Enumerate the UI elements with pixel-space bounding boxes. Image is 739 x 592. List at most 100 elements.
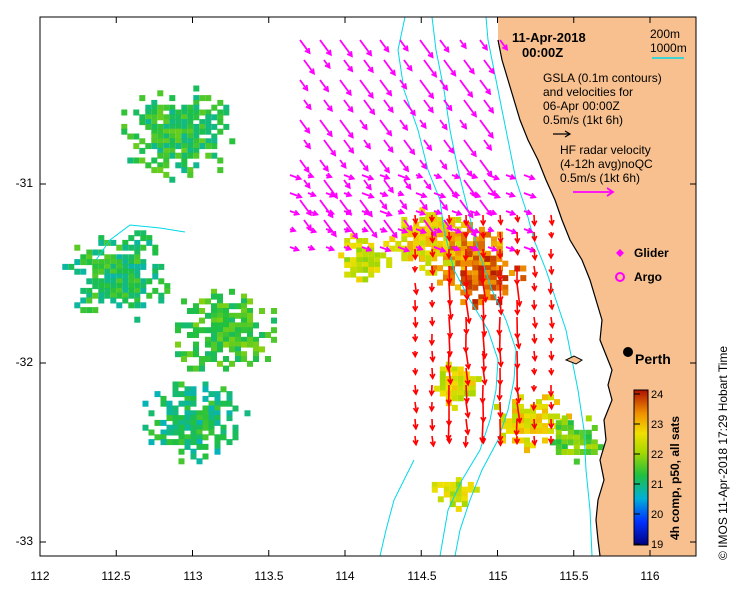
gsla-arrow [463, 384, 470, 405]
gsla-arrow [531, 265, 539, 279]
sst-pixel [217, 128, 224, 135]
sst-pixel [184, 400, 191, 407]
sst-pixel [92, 283, 99, 290]
sst-pixel [413, 236, 420, 243]
sst-pixel [128, 268, 135, 275]
sst-pixel [383, 240, 390, 247]
sst-pixel [466, 284, 473, 291]
sst-pixel [457, 390, 464, 397]
sst-pixel [579, 429, 586, 436]
sst-pixel [110, 292, 117, 299]
sst-pixel [223, 104, 230, 111]
sst-pixel [413, 240, 420, 247]
hf-arrow [299, 159, 310, 174]
gsla-arrow [411, 265, 419, 274]
hf-arrow [307, 227, 318, 234]
sst-pixel [223, 341, 229, 348]
sst-pixel [166, 439, 173, 446]
hf-arrow [397, 190, 405, 197]
sst-pixel [127, 133, 134, 140]
sst-pixel [157, 114, 164, 121]
sst-pixel [220, 400, 227, 407]
sst-pixel [208, 400, 215, 407]
sst-pixel [151, 119, 158, 126]
sst-pixel [485, 265, 491, 272]
sst-pixel [175, 123, 182, 130]
sst-pixel [350, 242, 357, 249]
sst-pixel [134, 297, 141, 304]
sst-pixel [172, 429, 179, 436]
sst-pixel [98, 268, 105, 275]
sst-pixel [512, 418, 518, 425]
sst-pixel [134, 244, 141, 251]
hf-arrow [403, 99, 416, 117]
sst-pixel [247, 336, 253, 343]
sst-pixel [449, 486, 456, 493]
sst-pixel [425, 231, 432, 238]
sst-pixel [229, 336, 235, 343]
sst-pixel [152, 268, 159, 275]
sst-pixel [413, 221, 420, 228]
hf-arrow [325, 172, 333, 179]
sst-pixel [567, 425, 574, 431]
sst-pixel [181, 167, 188, 174]
sst-pixel [567, 420, 574, 427]
sst-pixel [184, 395, 191, 402]
sst-pixel [226, 395, 233, 402]
sst-pixel [158, 292, 165, 299]
sst-pixel [573, 434, 580, 441]
sst-pixel [187, 109, 194, 116]
hf-arrow [433, 173, 443, 180]
sst-pixel [92, 278, 99, 285]
sst-pixel [74, 268, 81, 275]
sst-pixel [211, 308, 217, 314]
sst-pixel [104, 278, 111, 285]
sst-pixel [455, 486, 462, 493]
hf-arrow [433, 192, 447, 199]
sst-pixel [214, 443, 221, 450]
sst-pixel [362, 276, 369, 283]
sst-pixel [455, 255, 461, 262]
x-tick-label: 114.5 [407, 569, 436, 583]
sst-pixel [437, 231, 444, 238]
sst-pixel [555, 429, 562, 436]
sst-pixel [104, 263, 111, 270]
sst-pixel [193, 322, 199, 329]
sst-pixel [235, 351, 241, 358]
colorbar-tick-label: 22 [651, 449, 663, 461]
sst-pixel [184, 439, 191, 446]
sst-pixel [154, 419, 161, 426]
gsla-arrow [429, 350, 436, 363]
hf-arrow [415, 192, 428, 199]
sst-pixel [193, 109, 200, 116]
sst-pixel [407, 231, 414, 238]
sst-pixel [395, 240, 402, 247]
sst-pixel [229, 303, 235, 310]
sst-pixel [579, 434, 586, 441]
sst-pixel [451, 385, 458, 392]
sst-pixel [181, 162, 188, 169]
hf-arrow [439, 119, 448, 131]
sst-pixel [524, 437, 530, 444]
sst-pixel [202, 434, 209, 441]
gsla-arrow [463, 316, 470, 336]
sst-pixel [178, 424, 185, 431]
sst-pixel [193, 143, 200, 150]
sst-pixel [368, 266, 375, 273]
sst-pixel [211, 288, 217, 295]
sst-pixel [98, 259, 105, 266]
sst-pixel [140, 283, 147, 290]
sst-pixel [152, 249, 159, 256]
sst-pixel [226, 391, 233, 398]
gsla-arrow [531, 231, 538, 243]
sst-pixel [585, 429, 592, 436]
hf-arrow [423, 59, 438, 78]
gsla-arrow [548, 418, 555, 430]
gsla-arrow [412, 401, 419, 414]
sst-pixel [187, 365, 193, 372]
sst-pixel [145, 114, 152, 121]
sst-pixel [199, 327, 205, 334]
sst-pixel [181, 322, 187, 329]
sst-pixel [199, 123, 206, 130]
x-tick-label: 115.5 [559, 569, 588, 583]
